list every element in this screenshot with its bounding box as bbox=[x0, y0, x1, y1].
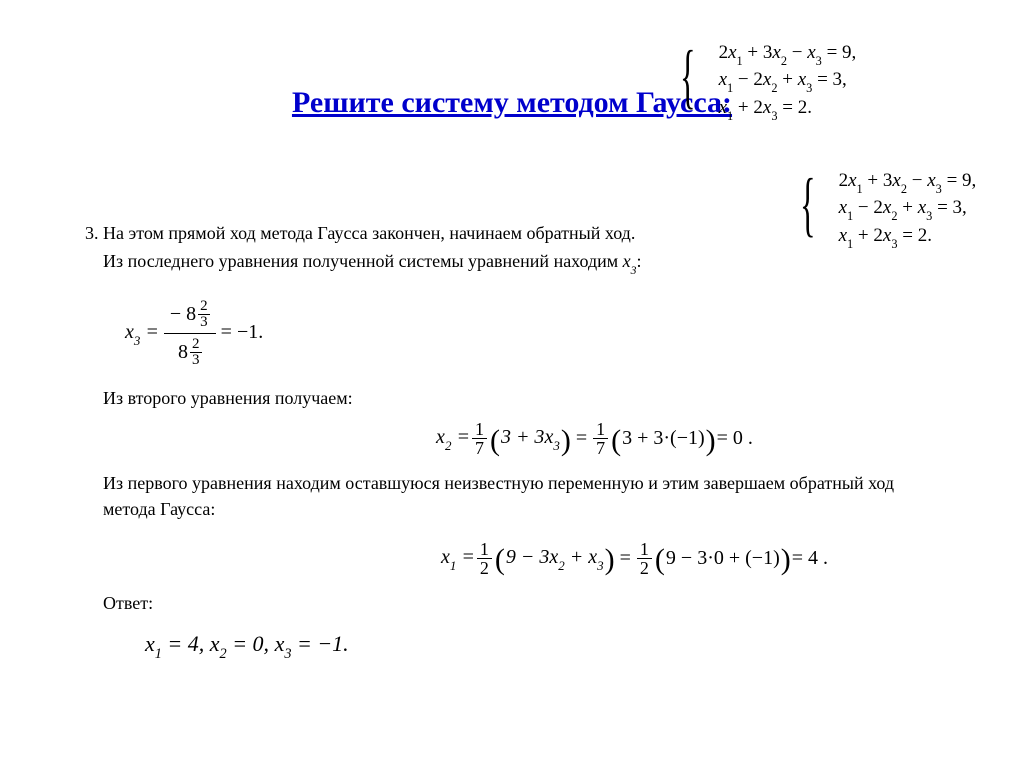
x2-paren2-inner: 3 + 3·(−1) bbox=[622, 424, 705, 453]
x1-paren2-inner: 9 − 3·0 + (−1) bbox=[666, 544, 780, 573]
equation-row: x1 − 2x2 + x3 = 3, bbox=[839, 195, 977, 222]
var-x3: x3 bbox=[623, 251, 637, 271]
step-line-1: 3. На этом прямой ход метода Гаусса зако… bbox=[85, 220, 964, 246]
eq: = bbox=[572, 424, 591, 453]
frac-den: 2 bbox=[637, 558, 652, 577]
answer-label: Ответ: bbox=[103, 590, 964, 616]
paren-open: ( bbox=[610, 419, 622, 463]
x2-rhs: = 0 . bbox=[717, 424, 753, 453]
x3-rhs: = −1. bbox=[221, 321, 264, 343]
x1-formula: x1 = 12 (9 − 3x2 + x3) = 12 (9 − 3·0 + (… bbox=[305, 536, 964, 580]
content-body: 3. На этом прямой ход метода Гаусса зако… bbox=[85, 220, 964, 663]
x3-formula: x3 = − 8 23 8 23 = −1. bbox=[125, 296, 964, 371]
paren-close: ) bbox=[780, 538, 792, 582]
step-number: 3. bbox=[85, 223, 99, 243]
frac-den: 7 bbox=[593, 438, 608, 457]
frac-num: 2 bbox=[190, 337, 202, 352]
x1-paren1: 9 − 3x2 + x3 bbox=[506, 543, 604, 574]
equation-row: x1 + 2x3 = 2. bbox=[719, 95, 857, 122]
brace-icon: { bbox=[680, 40, 696, 122]
step-line-2: Из последнего уравнения полученной систе… bbox=[103, 248, 964, 278]
equation-row: 2x1 + 3x2 − x3 = 9, bbox=[839, 168, 977, 195]
frac-1-2a: 12 bbox=[477, 540, 492, 577]
frac-num: 2 bbox=[198, 299, 210, 314]
answer-text: x1 = 4, x2 = 0, x3 = −1. bbox=[145, 628, 964, 663]
frac-num: 1 bbox=[593, 420, 608, 438]
x2-formula: x2 = 17 (3 + 3x3) = 17 (3 + 3·(−1)) = 0 … bbox=[265, 417, 924, 461]
paren-open: ( bbox=[494, 538, 506, 582]
frac-den: 7 bbox=[472, 438, 487, 457]
x3-big-fraction: − 8 23 8 23 bbox=[164, 296, 216, 371]
equation-row: x1 − 2x2 + x3 = 3, bbox=[719, 67, 857, 94]
x1-rhs: = 4 . bbox=[792, 544, 828, 573]
frac-den: 3 bbox=[190, 352, 202, 368]
frac-den: 2 bbox=[477, 558, 492, 577]
paren-close: ) bbox=[604, 538, 616, 582]
frac-1-2b: 12 bbox=[637, 540, 652, 577]
step-colon: : bbox=[637, 251, 642, 271]
frac-num: 1 bbox=[477, 540, 492, 558]
paren-open: ( bbox=[489, 419, 501, 463]
frac-num: 1 bbox=[637, 540, 652, 558]
frac-den: 3 bbox=[198, 314, 210, 330]
x3-lhs: x3 = bbox=[125, 321, 159, 343]
frac-1-7a: 17 bbox=[472, 420, 487, 457]
line-first: Из первого уравнения находим оставшуюся … bbox=[103, 470, 923, 522]
frac-1-7b: 17 bbox=[593, 420, 608, 457]
x1-lhs: x1 = bbox=[441, 543, 475, 574]
eq: = bbox=[616, 544, 635, 573]
paren-close: ) bbox=[560, 419, 572, 463]
den-whole: 8 bbox=[178, 342, 188, 362]
paren-close: ) bbox=[705, 419, 717, 463]
step-text: На этом прямой ход метода Гаусса законче… bbox=[103, 223, 635, 243]
equation-row: 2x1 + 3x2 − x3 = 9, bbox=[719, 40, 857, 67]
step-text: Из последнего уравнения полученной систе… bbox=[103, 251, 623, 271]
num-sign: − 8 bbox=[170, 304, 196, 324]
equation-rows: 2x1 + 3x2 − x3 = 9, x1 − 2x2 + x3 = 3, x… bbox=[719, 40, 857, 122]
line-second: Из второго уравнения получаем: bbox=[103, 385, 964, 411]
paren-open: ( bbox=[654, 538, 666, 582]
page-title: Решите систему методом Гаусса: bbox=[0, 86, 1024, 120]
x2-lhs: x2 = bbox=[436, 423, 470, 454]
frac-num: 1 bbox=[472, 420, 487, 438]
equation-system-top: { 2x1 + 3x2 − x3 = 9, x1 − 2x2 + x3 = 3,… bbox=[680, 40, 856, 122]
x2-paren1: 3 + 3x3 bbox=[501, 423, 560, 454]
